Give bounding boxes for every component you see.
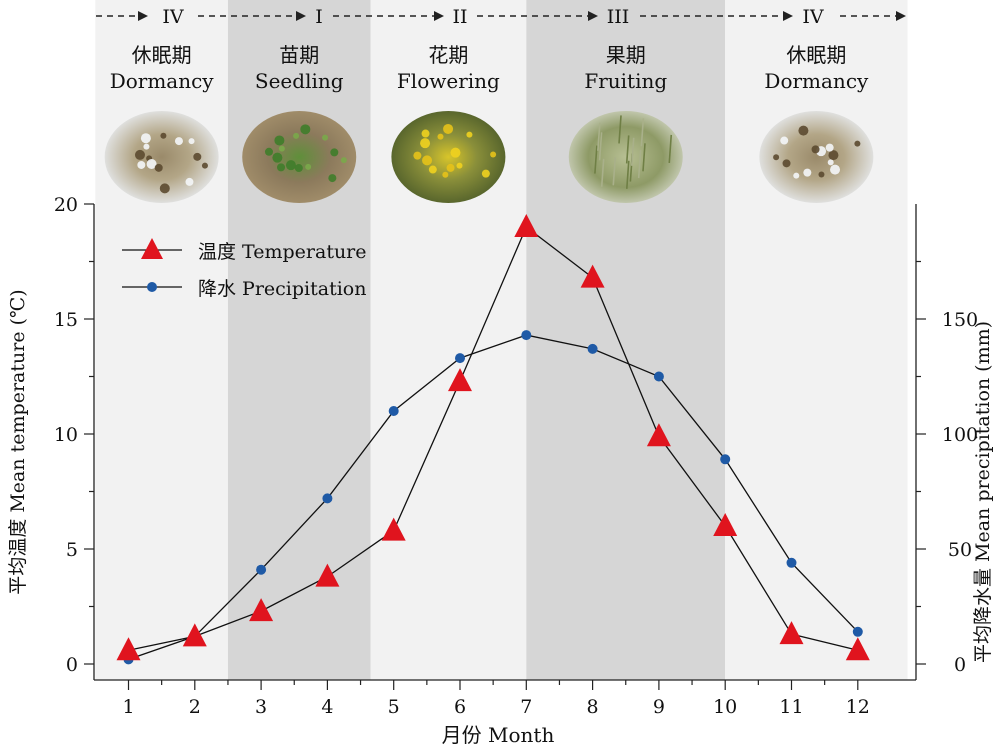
- phase-2-photo: [242, 111, 357, 203]
- precipitation-point-7: [521, 330, 532, 341]
- phase-4-en-label: Fruiting: [584, 69, 667, 93]
- temperature-point-3: [249, 598, 274, 622]
- phase-2-en-label: Seedling: [255, 69, 344, 93]
- y-axis-right-title: 平均降水量 Mean precipitation (mm): [972, 321, 994, 663]
- x-tick-label-3: 3: [255, 696, 267, 718]
- phase-3-en-label: Flowering: [397, 69, 500, 93]
- x-ticks: 1 2 3 4 5 6 7 8 9 10 11 12: [122, 680, 870, 718]
- x-tick-label-6: 6: [454, 696, 466, 718]
- temperature-point-8: [580, 264, 605, 288]
- temperature-point-1: [116, 637, 141, 661]
- temperature-point-11: [779, 621, 804, 645]
- y-axis-left-title: 平均温度 Mean temperature (℃): [7, 289, 29, 594]
- phase-labels: 休眠期Dormancy苗期Seedling花期Flowering果期Fruiti…: [110, 43, 869, 93]
- precipitation-point-3: [256, 564, 267, 575]
- precipitation-point-6: [455, 353, 465, 364]
- stage-label-3: II: [452, 6, 467, 28]
- y-left-tick-label-20: 20: [54, 194, 78, 216]
- x-tick-label-7: 7: [520, 696, 532, 718]
- y-left-tick-label-10: 10: [54, 424, 78, 446]
- legend-temp-marker: [141, 238, 163, 259]
- temperature-point-7: [514, 214, 539, 237]
- phase-bands: [95, 0, 908, 680]
- temperature-point-2: [182, 623, 207, 647]
- stage-arrow-head: [588, 11, 598, 21]
- y-ticks-right: 0 50 100 150: [916, 260, 978, 676]
- temperature-point-5: [381, 517, 406, 541]
- phase-1-photo: [104, 111, 219, 203]
- phase-2-zh-label: 苗期: [279, 43, 319, 67]
- axes: [93, 204, 917, 681]
- phase-band-5: [725, 0, 908, 680]
- series-layer: [116, 214, 870, 665]
- temperature-line: [128, 225, 858, 651]
- phase-5-zh-label: 休眠期: [786, 43, 846, 67]
- x-tick-label-9: 9: [653, 696, 665, 718]
- phase-band-2: [227, 0, 371, 680]
- phase-5-en-label: Dormancy: [764, 69, 869, 93]
- stage-label-5: IV: [802, 6, 824, 28]
- stage-label-2: I: [315, 6, 323, 28]
- x-tick-label-8: 8: [587, 696, 599, 718]
- temperature-point-4: [315, 563, 340, 587]
- x-tick-label-1: 1: [122, 696, 134, 718]
- temperature-point-12: [845, 637, 870, 661]
- precipitation-point-12: [852, 626, 863, 637]
- x-tick-label-10: 10: [713, 696, 737, 718]
- x-tick-label-2: 2: [189, 696, 201, 718]
- y-left-tick-label-5: 5: [66, 539, 78, 561]
- stage-label-4: III: [607, 6, 630, 28]
- temperature-point-9: [646, 423, 671, 447]
- y-right-tick-label-100: 100: [942, 424, 978, 446]
- precipitation-point-10: [720, 454, 731, 465]
- phase-band-1: [95, 0, 228, 680]
- phase-photos: [104, 111, 874, 203]
- precipitation-point-9: [653, 371, 664, 382]
- phase-3-zh-label: 花期: [428, 43, 468, 67]
- phase-band-3: [370, 0, 527, 680]
- y-left-tick-label-0: 0: [66, 654, 78, 676]
- stage-arrow-row: IV I II III IV: [96, 6, 906, 28]
- y-ticks-left: 0 5 10 15 20: [54, 194, 94, 676]
- phase-4-zh-label: 果期: [606, 43, 646, 67]
- x-tick-label-12: 12: [846, 696, 870, 718]
- x-axis-title: 月份 Month: [442, 723, 555, 747]
- temperature-point-6: [448, 368, 472, 392]
- phase-1-en-label: Dormancy: [110, 69, 215, 93]
- legend-temp-label: 温度 Temperature: [198, 241, 367, 263]
- x-tick-label-11: 11: [779, 696, 803, 718]
- legend-precip-marker: [147, 282, 157, 292]
- x-tick-label-5: 5: [388, 696, 400, 718]
- stage-arrow-head: [296, 11, 306, 21]
- precipitation-point-11: [786, 557, 797, 568]
- phase-1-zh-label: 休眠期: [132, 43, 192, 67]
- y-right-tick-label-0: 0: [954, 654, 966, 676]
- precipitation-point-5: [388, 406, 399, 416]
- y-right-tick-label-50: 50: [948, 539, 972, 561]
- stage-arrow-head: [138, 11, 148, 21]
- x-tick-label-4: 4: [321, 696, 333, 718]
- legend: 温度 Temperature 降水 Precipitation: [122, 238, 367, 300]
- stage-arrow-head: [434, 11, 444, 21]
- precipitation-point-8: [587, 343, 598, 354]
- stage-label-1: IV: [162, 6, 184, 28]
- phase-3-photo: [391, 111, 506, 203]
- precipitation-point-4: [322, 493, 333, 504]
- precipitation-line: [128, 334, 859, 661]
- phase-5-photo: [759, 111, 874, 203]
- phase-4-photo: [568, 111, 683, 203]
- stage-arrow-head: [896, 11, 906, 21]
- legend-precip-label: 降水 Precipitation: [198, 278, 366, 300]
- y-left-tick-label-15: 15: [54, 309, 78, 331]
- phase-band-4: [526, 0, 726, 680]
- y-right-tick-label-150: 150: [942, 309, 978, 331]
- temperature-point-10: [713, 513, 738, 536]
- stage-arrow-head: [783, 11, 793, 21]
